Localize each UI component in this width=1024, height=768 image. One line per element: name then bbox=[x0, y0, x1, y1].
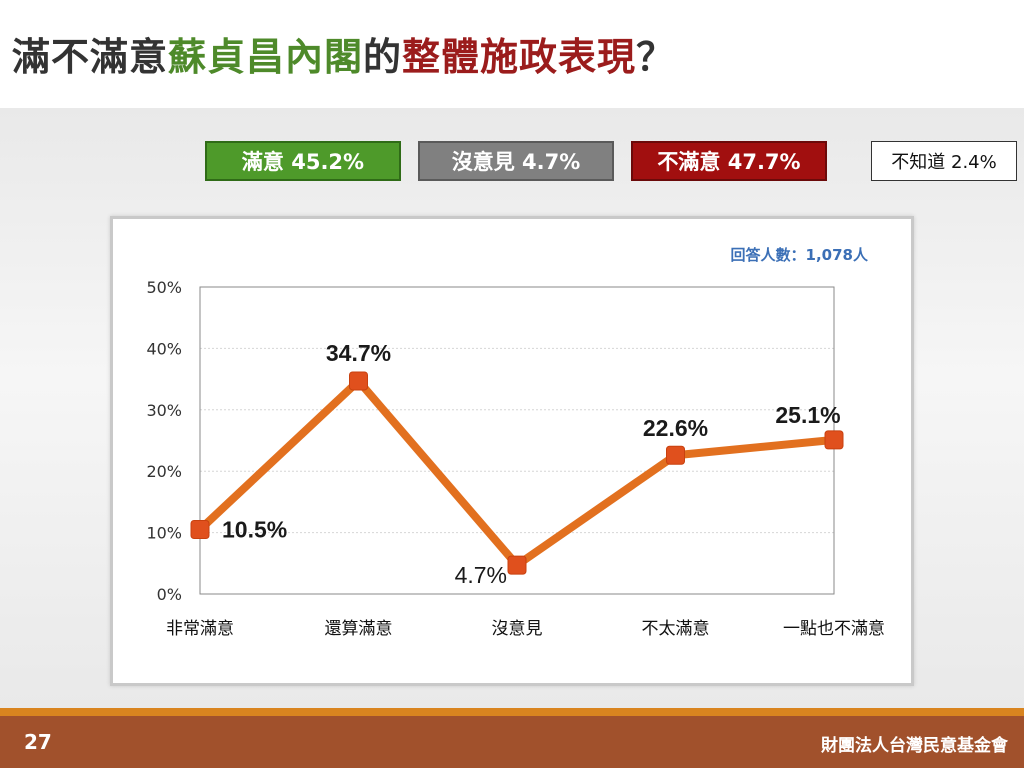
y-tick-label: 20% bbox=[146, 462, 182, 481]
page-number: 27 bbox=[24, 730, 52, 754]
summary-neutral: 沒意見 4.7% bbox=[418, 141, 614, 181]
y-tick-label: 0% bbox=[157, 585, 182, 604]
title-part-1: 滿不滿意 bbox=[12, 35, 169, 79]
y-tick-label: 50% bbox=[146, 278, 182, 297]
y-tick-label: 40% bbox=[146, 339, 182, 358]
summary-dissatisfied: 不滿意 47.7% bbox=[631, 141, 827, 181]
summary-satisfied: 滿意 45.2% bbox=[205, 141, 401, 181]
footer: 27 財團法人台灣民意基金會 bbox=[0, 716, 1024, 768]
chart-frame bbox=[110, 216, 914, 686]
y-tick-label: 30% bbox=[146, 401, 182, 420]
title-part-4: 整體施政表現 bbox=[402, 35, 637, 79]
sample-size-note: 回答人數：1,078人 bbox=[731, 246, 869, 264]
title-part-2: 蘇貞昌內閣 bbox=[168, 35, 364, 79]
data-point-marker bbox=[666, 445, 685, 465]
title-part-5: ？ bbox=[636, 35, 676, 79]
data-point-marker bbox=[507, 555, 527, 575]
footer-stripe bbox=[0, 708, 1024, 716]
x-category-label: 還算滿意 bbox=[325, 619, 393, 639]
summary-unknown: 不知道 2.4% bbox=[871, 141, 1017, 181]
x-category-label: 非常滿意 bbox=[166, 619, 234, 639]
x-category-label: 沒意見 bbox=[492, 619, 543, 639]
page-title: 滿不滿意蘇貞昌內閣的整體施政表現？ bbox=[12, 26, 675, 81]
x-category-label: 一點也不滿意 bbox=[783, 619, 885, 639]
x-category-label: 不太滿意 bbox=[642, 619, 710, 639]
y-tick-label: 10% bbox=[146, 524, 182, 543]
data-point-marker bbox=[190, 520, 210, 540]
data-label: 4.7% bbox=[455, 562, 507, 588]
data-label: 10.5% bbox=[222, 517, 287, 543]
data-label: 34.7% bbox=[326, 340, 391, 366]
title-part-3: 的 bbox=[363, 35, 403, 79]
organization-name: 財團法人台灣民意基金會 bbox=[821, 736, 1008, 756]
data-label: 22.6% bbox=[643, 415, 708, 441]
title-bar: 滿不滿意蘇貞昌內閣的整體施政表現？ bbox=[0, 0, 1024, 108]
data-point-marker bbox=[824, 430, 844, 450]
data-point-marker bbox=[349, 371, 368, 391]
data-label: 25.1% bbox=[775, 402, 840, 428]
series-line bbox=[196, 376, 838, 570]
